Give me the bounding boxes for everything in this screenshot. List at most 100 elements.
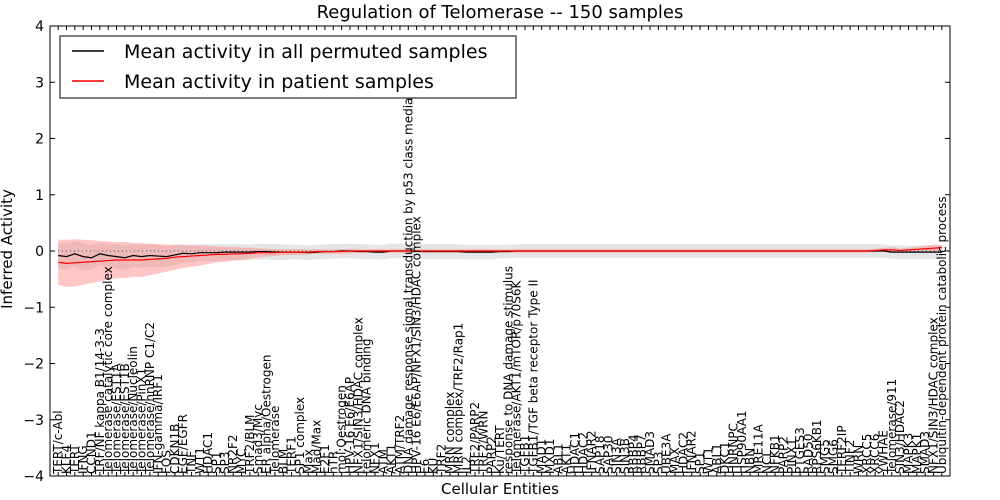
category-label: CCND1	[85, 431, 99, 474]
category-label: telomeric DNA binding	[360, 339, 374, 475]
category-label: MRN complex/TRF2/Rap1	[451, 323, 465, 474]
category-label: ABL1	[710, 443, 724, 474]
category-label: CDKN1B	[168, 424, 182, 474]
x-axis-title: Cellular Entities	[441, 480, 559, 498]
category-label: hTR	[326, 451, 340, 474]
category-label: Ubiquitin-dependent protein catabolic pr…	[935, 196, 949, 474]
category-label: MXD1	[543, 439, 557, 474]
category-label: SMG5	[818, 439, 832, 474]
category-label: HDAC2	[576, 432, 590, 474]
category-label: TGFB1/TGF beta receptor Type II	[526, 279, 540, 475]
y-tick-label: 1	[35, 188, 44, 204]
category-label: IL2	[460, 456, 474, 474]
legend-entry: Mean activity in patient samples	[124, 71, 434, 93]
category-label: IFNAR2	[685, 430, 699, 474]
category-label: IFNG	[76, 445, 90, 474]
category-label: Telomerase/EST1A	[110, 362, 124, 475]
category-label: FOS	[160, 450, 174, 474]
category-label: SAP18	[593, 435, 607, 474]
category-label: DNA damage response signal transduction …	[401, 81, 415, 474]
category-label: TERT	[68, 444, 82, 475]
category-label: RPS6KB1	[810, 419, 824, 474]
category-label: HDAC1	[568, 432, 582, 474]
y-axis-ticks: −4 −3 −2 −1 0 1 2 3 4	[23, 19, 950, 485]
category-label: MRE11A	[751, 423, 765, 474]
permuted-samples-band	[58, 241, 942, 271]
category-label: NCL	[760, 450, 774, 474]
category-label: KLF4	[60, 445, 74, 474]
category-label: ATM	[376, 449, 390, 474]
category-label: MAX	[668, 447, 682, 474]
category-label: TRF2	[435, 444, 449, 475]
legend-box	[59, 35, 517, 99]
category-label: Telomerase/911	[885, 379, 899, 475]
category-label: RAD50	[801, 433, 815, 474]
category-label: Mad/Max	[310, 420, 324, 474]
category-label: TERF1	[285, 436, 299, 475]
category-label: AKT1	[385, 444, 399, 474]
category-label: HDAC1	[201, 432, 215, 474]
category-label: ABL1	[551, 443, 565, 474]
category-label: BLM	[276, 449, 290, 474]
category-label: ATM/TRF2	[393, 415, 407, 474]
category-label: Telomerase/EST1B	[118, 363, 132, 475]
category-label: Telomerase/PinX1	[135, 368, 149, 475]
y-tick-label: −3	[23, 413, 44, 429]
category-label: IFNAR2	[585, 430, 599, 474]
category-label: Telomerase/AKT1/mTOR/p70S6K	[510, 279, 524, 475]
category-label: response to DNA damage stimulus	[501, 266, 515, 474]
series-lines	[58, 247, 942, 264]
category-label: WT1	[701, 447, 715, 474]
y-tick-label: −4	[23, 469, 44, 485]
category-label: PARP2	[485, 436, 499, 474]
x-axis-ticks	[57, 26, 943, 476]
category-label: WT1	[193, 447, 207, 474]
category-label: TINF2	[843, 440, 857, 475]
category-label: Telomerase	[268, 406, 282, 475]
category-label: SAP30	[601, 435, 615, 474]
y-tick-label: 4	[35, 19, 44, 35]
category-label: EGF/EGFR	[176, 414, 190, 474]
category-label: SMAD3	[643, 431, 657, 474]
category-label: HSP90AA1	[735, 410, 749, 474]
category-label: TERF2IP	[835, 425, 849, 475]
category-label: E6	[418, 459, 432, 474]
patient-samples-line	[58, 247, 942, 264]
category-label: RBBP4	[626, 434, 640, 474]
category-label: SMAD3	[918, 431, 932, 474]
category-label: WRN	[851, 445, 865, 474]
category-label: AKT1	[560, 444, 574, 474]
category-label: HDAC2	[676, 432, 690, 474]
category-label: TRF2/PARP2	[468, 402, 482, 475]
y-axis-title: Inferred Activity	[0, 189, 16, 309]
category-label: HPV-16 E6/E6AP	[343, 377, 357, 474]
category-label: HPV-16 E6/E6AP/NFX1/SIN3/HDAC complex	[410, 216, 424, 474]
y-tick-label: −2	[23, 357, 44, 373]
category-label: SP1	[693, 452, 707, 475]
category-label: HNRNPC	[726, 423, 740, 474]
category-label: TGFB1	[518, 435, 532, 475]
y-tick-label: −1	[23, 300, 44, 316]
category-label: XRCC5	[860, 434, 874, 474]
category-label: SP3	[218, 452, 232, 475]
category-label: Telomerase catalytic core complex	[101, 266, 115, 475]
category-label: PARP2	[776, 436, 790, 474]
category-label: MRN complex	[443, 392, 457, 474]
category-label: SIN3/HDAC2	[893, 400, 907, 474]
category-label: TRF2/WRN	[476, 411, 490, 475]
category-label: NFX1/SIN3/HDAC complex	[927, 317, 941, 474]
category-label: PINX1	[785, 438, 799, 474]
legend: Mean activity in all permuted samples Mea…	[59, 35, 517, 99]
category-label: SIN3B	[618, 438, 632, 474]
category-label: SP1	[210, 452, 224, 475]
category-label: ER alpha/Oestrogen	[260, 355, 274, 474]
category-label: MYC	[235, 449, 249, 474]
category-label: PTGES3	[793, 427, 807, 474]
category-label: SP3	[651, 452, 665, 475]
category-label: MAPK3	[901, 433, 915, 474]
category-label: mol:Oestrogen	[335, 385, 349, 474]
category-label: DKC1	[718, 442, 732, 474]
category-label: IFN-gamma/IRF1	[151, 374, 165, 474]
